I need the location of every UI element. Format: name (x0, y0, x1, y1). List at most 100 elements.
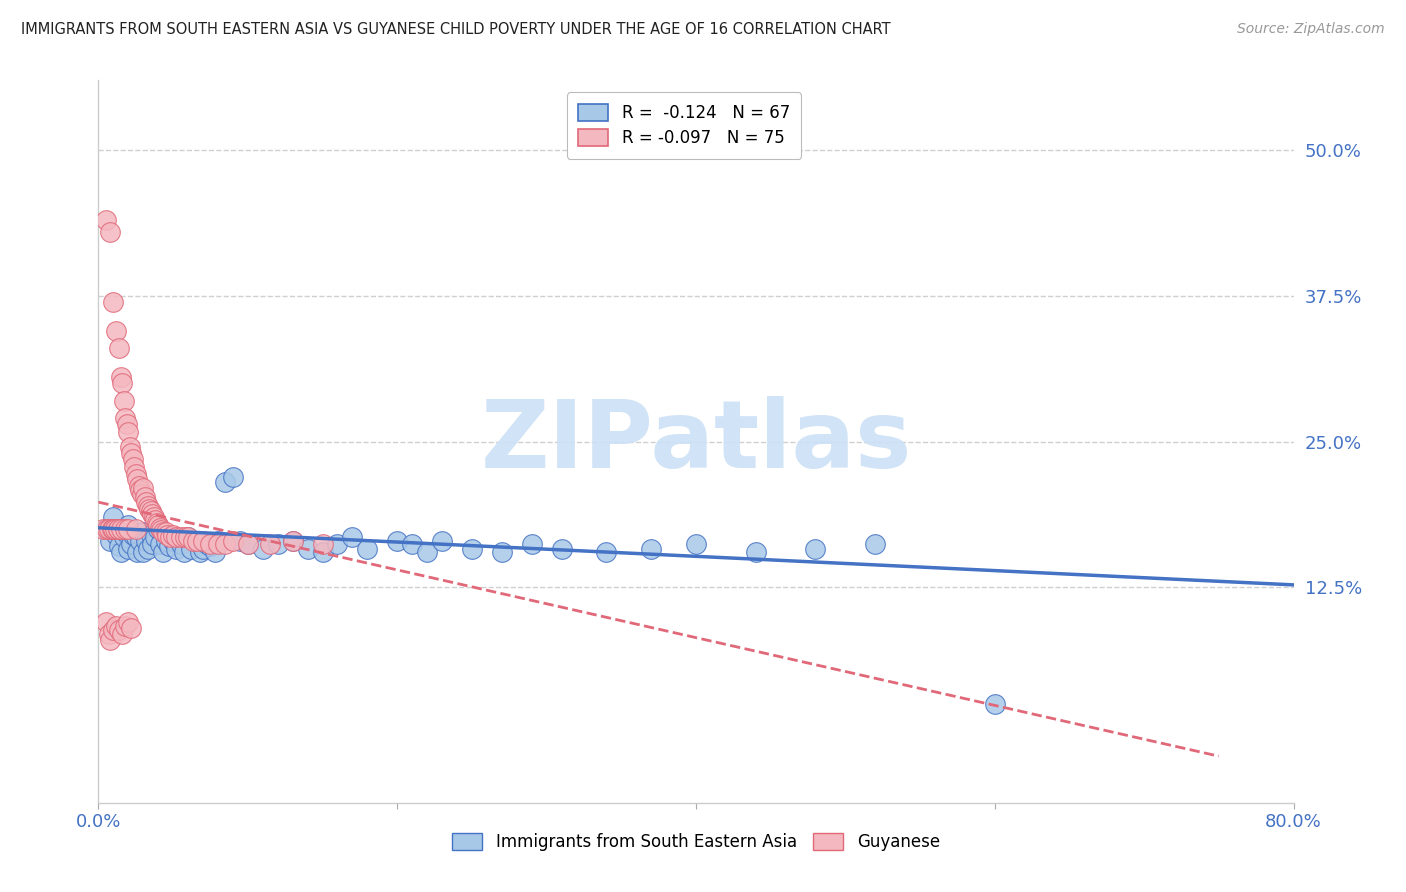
Point (91, 522, 114, 536)
Point (114, 525, 136, 540)
Point (110, 522, 132, 536)
Text: ZIPatlas: ZIPatlas (481, 395, 911, 488)
Point (98, 533, 122, 548)
Point (139, 528, 162, 542)
Point (281, 533, 304, 548)
Point (148, 518, 170, 533)
Point (200, 540, 222, 554)
Point (550, 541, 572, 556)
Point (865, 537, 887, 551)
Point (169, 530, 191, 544)
Point (401, 537, 423, 551)
Point (120, 537, 142, 551)
Point (136, 499, 159, 513)
Point (204, 545, 226, 559)
Point (165, 530, 187, 544)
Point (108, 624, 131, 638)
Point (128, 479, 150, 493)
Point (186, 533, 208, 548)
Point (96, 522, 118, 536)
Point (685, 537, 707, 551)
Point (125, 522, 148, 536)
Point (105, 618, 128, 632)
Point (94, 213, 117, 227)
Point (132, 525, 155, 540)
Point (640, 541, 662, 556)
Point (118, 441, 141, 455)
Point (129, 533, 152, 548)
Point (152, 545, 174, 559)
Point (342, 530, 364, 544)
Point (139, 504, 162, 518)
Point (177, 530, 200, 544)
Point (103, 522, 125, 536)
Point (101, 522, 124, 536)
Point (127, 472, 149, 486)
Point (103, 510, 125, 524)
Point (117, 541, 139, 556)
Point (180, 541, 202, 556)
Point (103, 624, 125, 638)
Point (150, 523, 173, 537)
Point (311, 537, 333, 551)
Point (117, 518, 139, 533)
Point (103, 294, 125, 309)
Point (105, 324, 128, 338)
Point (107, 522, 129, 536)
Point (105, 528, 128, 542)
Point (259, 537, 281, 551)
Point (252, 541, 274, 556)
Point (156, 528, 179, 542)
Point (162, 528, 184, 542)
Point (125, 467, 148, 482)
Point (197, 537, 219, 551)
Point (191, 533, 214, 548)
Point (114, 411, 136, 425)
Point (114, 618, 136, 632)
Point (174, 530, 197, 544)
Point (112, 393, 135, 408)
Point (132, 545, 155, 559)
Point (142, 510, 165, 524)
Point (98, 632, 122, 647)
Point (155, 525, 177, 540)
Point (267, 537, 290, 551)
Point (97, 627, 120, 641)
Point (117, 425, 139, 440)
Point (804, 541, 827, 556)
Point (188, 545, 211, 559)
Point (131, 487, 153, 501)
Point (207, 533, 229, 548)
Point (165, 541, 187, 556)
Point (134, 491, 156, 505)
Point (281, 533, 304, 548)
Point (114, 522, 136, 536)
Point (200, 537, 222, 551)
Point (115, 417, 138, 431)
Point (121, 452, 143, 467)
Point (149, 521, 172, 535)
Point (108, 540, 131, 554)
Point (135, 495, 157, 509)
Point (136, 541, 159, 556)
Point (159, 530, 181, 544)
Point (112, 530, 135, 544)
Point (135, 533, 157, 548)
Point (143, 530, 166, 544)
Point (98, 225, 122, 239)
Point (121, 528, 143, 542)
Point (297, 541, 319, 556)
Point (145, 516, 167, 530)
Point (311, 545, 333, 559)
Point (138, 502, 160, 516)
Point (97, 522, 120, 536)
Point (430, 533, 453, 548)
Point (207, 537, 229, 551)
Point (108, 341, 131, 355)
Point (141, 537, 163, 551)
Point (111, 376, 134, 391)
Point (132, 481, 155, 495)
Point (385, 533, 409, 548)
Point (461, 541, 484, 556)
Text: IMMIGRANTS FROM SOUTH EASTERN ASIA VS GUYANESE CHILD POVERTY UNDER THE AGE OF 16: IMMIGRANTS FROM SOUTH EASTERN ASIA VS GU… (21, 22, 891, 37)
